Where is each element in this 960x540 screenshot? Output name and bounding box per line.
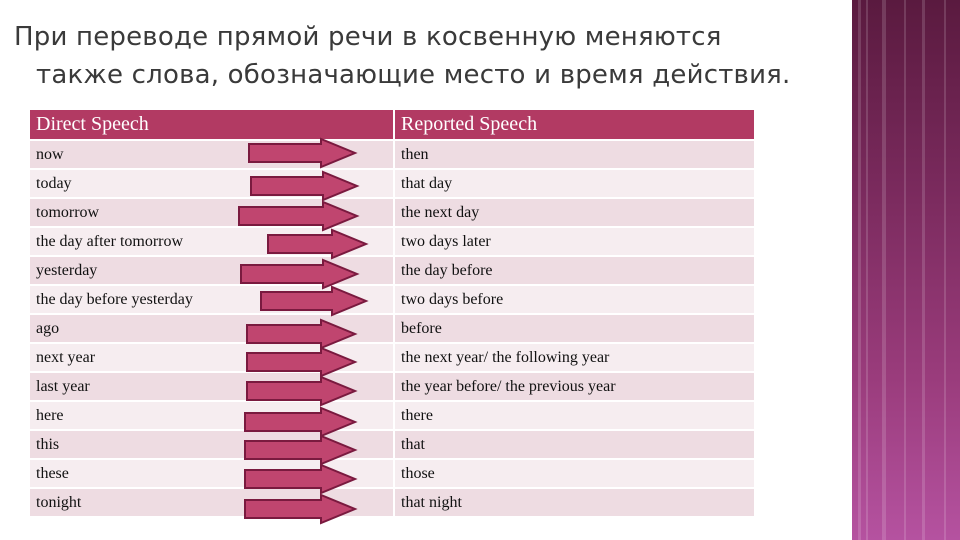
reported-cell: the next day [395,199,754,226]
reported-cell: two days before [395,286,754,313]
right-arrow-icon [246,346,358,378]
table-row: these those [30,460,754,487]
reported-cell: that day [395,170,754,197]
right-arrow-icon [260,285,369,317]
reported-cell: the year before/ the previous year [395,373,754,400]
right-arrow-icon [248,137,358,169]
slide-title: При переводе прямой речи в косвенную мен… [14,18,854,94]
right-arrow-icon [246,318,358,350]
reported-cell: that night [395,489,754,516]
arrow-layer [238,137,369,525]
header-direct-speech: Direct Speech [30,110,393,139]
reported-cell: those [395,460,754,487]
right-arrow-icon [238,200,360,232]
panel-stripe [922,0,925,540]
table-header-row: Direct Speech Reported Speech [30,110,754,139]
header-reported-speech: Reported Speech [395,110,754,139]
table-row: today that day [30,170,754,197]
right-arrow-icon [250,170,360,202]
reported-cell: that [395,431,754,458]
right-arrow-icon [244,434,358,466]
panel-stripe [904,0,906,540]
right-arrow-icon [240,258,360,290]
right-arrow-icon [246,375,358,407]
title-line-2: также слова, обозначающие место и время … [36,60,791,90]
panel-stripe [882,0,886,540]
panel-stripe [866,0,868,540]
right-arrow-icon [244,493,358,525]
right-arrow-icon [244,463,358,495]
decorative-side-panel [852,0,960,540]
title-line-1: При переводе прямой речи в косвенную мен… [14,22,722,52]
right-arrow-icon [267,228,369,260]
reported-cell: before [395,315,754,342]
table-row: this that [30,431,754,458]
panel-stripe [858,0,861,540]
right-arrow-icon [244,406,358,438]
reported-cell: two days later [395,228,754,255]
reported-cell: then [395,141,754,168]
table-row: last year the year before/ the previous … [30,373,754,400]
reported-cell: there [395,402,754,429]
reported-cell: the next year/ the following year [395,344,754,371]
reported-cell: the day before [395,257,754,284]
panel-stripe [944,0,946,540]
